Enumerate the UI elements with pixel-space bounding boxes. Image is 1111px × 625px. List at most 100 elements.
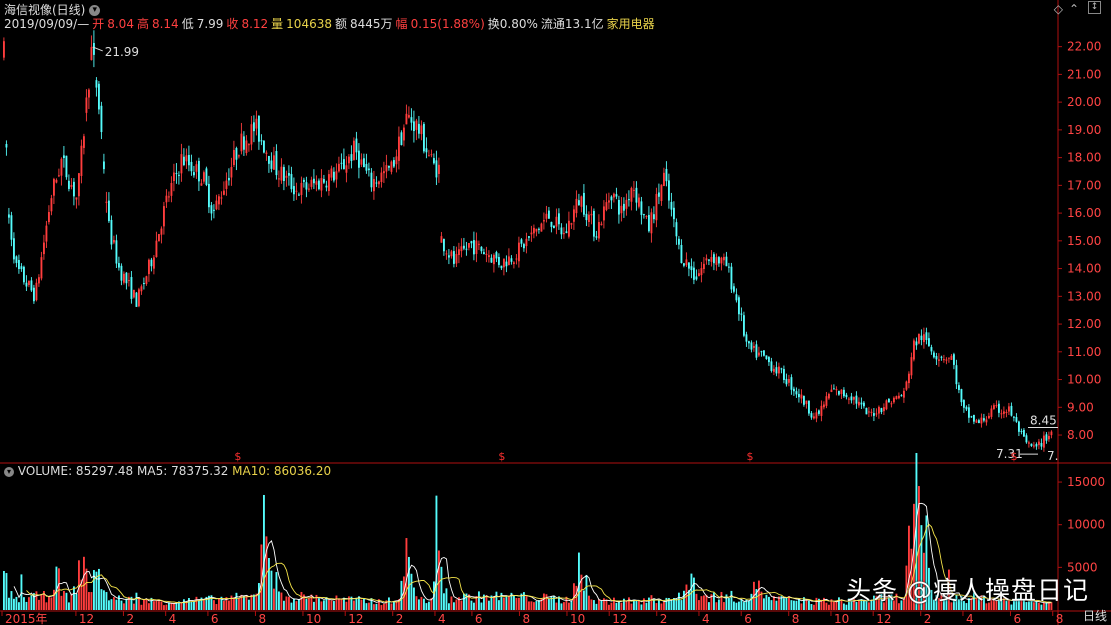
candle-body [618,199,620,215]
volume-bar [763,598,765,610]
volume-bar [443,593,445,610]
candle-body [65,155,68,178]
candle-body [280,166,283,181]
min-price-label: 7.31 [996,447,1023,461]
volume-bar [900,600,903,610]
volume-bar [970,597,973,610]
candle-body [555,216,558,227]
volume-bar [960,596,963,610]
volume-bar [1018,598,1020,610]
volume-bar [505,595,508,610]
volume-bar [165,604,168,610]
candle-body [848,398,850,400]
candle-body [730,266,733,290]
candle-body [88,89,90,98]
volume-bar [450,596,453,610]
candle-body [33,287,35,302]
volume-bar [705,594,708,610]
volume-bar [933,599,935,610]
volume-bar [233,597,235,610]
volume-bar [613,597,615,610]
candle-body [945,359,948,361]
diamond-icon[interactable]: ◇ [1053,2,1063,16]
volume-bar [398,599,400,610]
volume-bar [200,597,203,610]
price-tick-label: 15.00 [1067,234,1101,248]
volume-bar [715,602,718,610]
amount-label: 额 [334,17,347,31]
volume-bar [493,596,495,610]
candle-body [805,400,808,404]
candle-body [878,406,880,414]
volume-bar [220,596,223,610]
candle-body [350,154,353,161]
volume-bar [910,548,913,610]
candle-body [543,220,545,222]
candle-body [220,197,223,199]
volume-bar [175,602,178,610]
volume-bar [193,601,195,610]
candle-body [993,405,995,409]
candle-body [485,253,488,255]
volume-bar [385,600,388,610]
candle-body [425,148,428,153]
candle-body [390,161,393,172]
volume-bar [855,602,858,610]
time-tick-label: 8 [1056,612,1064,625]
volume-bar [813,604,815,610]
volume-bar [300,591,303,610]
period-label[interactable]: 日线 [1082,609,1107,623]
volume-bar [13,598,15,610]
volume-bar [543,593,545,610]
candle-body [388,165,390,168]
volume-bar [928,567,930,610]
candle-body [100,105,103,133]
candle-body [1015,417,1018,422]
candle-body [828,394,830,399]
candle-body [488,255,490,258]
candle-body [213,209,215,211]
volume-bar [108,600,110,610]
volume-bar [495,591,498,610]
chevron-down-icon[interactable]: ▾ [89,5,101,16]
candle-body [808,400,810,414]
volume-bar [660,603,663,610]
high-label: 高 [136,17,149,31]
volume-bar [963,600,965,610]
candle-body [1033,445,1035,447]
volume-bar [35,591,38,610]
volume-bar [638,600,640,610]
candle-body [355,138,358,153]
maximize-button[interactable]: ↕ [1088,1,1101,14]
volume-bar [770,600,773,610]
candle-body [340,162,343,164]
candle-body [868,411,870,413]
ma5-line [13,502,1052,605]
volume-bar [590,599,593,610]
candle-body [560,227,563,235]
volume-bar [820,599,823,610]
chevron-down-icon[interactable]: ▾ [4,466,14,477]
volume-bar [453,602,455,610]
candle-body [953,354,955,365]
volume-bar [95,571,98,610]
volume-bar [678,592,680,610]
candle-body [10,215,13,240]
candle-body [263,140,265,153]
candle-body [683,263,685,266]
candle-body [673,207,675,220]
candle-body [143,283,145,285]
volume-bar [313,601,315,610]
candle-body [955,365,958,385]
volume-bar [435,495,438,610]
industry-label: 家用电器 [606,17,655,31]
candle-body [210,205,213,214]
candle-body [238,155,240,157]
stock-title[interactable]: 海信视像(日线) ▾ [4,1,101,18]
chevron-up-icon[interactable]: ⌃ [1068,2,1079,16]
candle-body [528,236,530,238]
candle-body [235,148,238,160]
candle-body [525,238,528,247]
volume-bar [628,597,630,610]
candle-body [285,175,288,178]
